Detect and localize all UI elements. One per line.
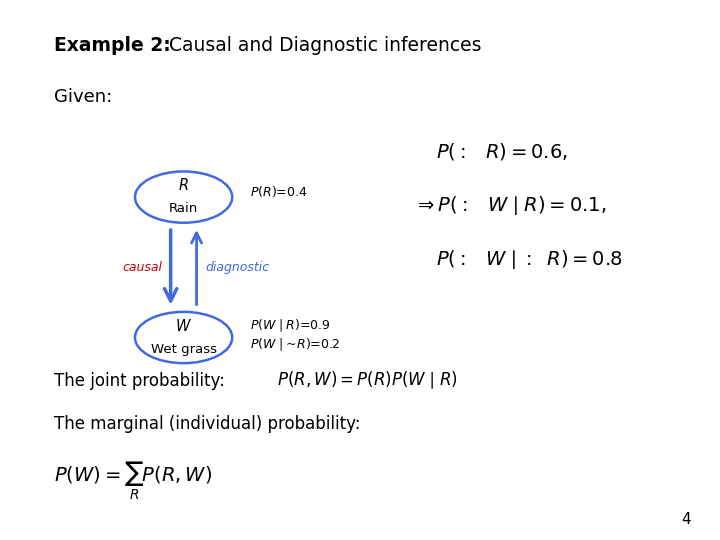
Text: Rain: Rain <box>169 202 198 215</box>
Text: $P(:\;\;\; W \mid:\;\; R) = 0.8$: $P(:\;\;\; W \mid:\;\; R) = 0.8$ <box>436 248 623 271</box>
Text: $P(:\;\;\; R) = 0.6,$: $P(:\;\;\; R) = 0.6,$ <box>436 141 567 161</box>
Text: $P(W\mid R)$=0.9: $P(W\mid R)$=0.9 <box>251 318 331 334</box>
Text: diagnostic: diagnostic <box>205 261 269 274</box>
Text: causal: causal <box>122 261 162 274</box>
Text: $P(R,W)= P(R)P(W\mid R)$: $P(R,W)= P(R)P(W\mid R)$ <box>277 370 458 392</box>
Text: $W$: $W$ <box>175 318 192 334</box>
Text: 4: 4 <box>682 511 691 526</box>
Text: The joint probability:: The joint probability: <box>54 372 235 390</box>
Text: Given:: Given: <box>54 88 112 106</box>
Text: Example 2:: Example 2: <box>54 36 171 56</box>
Text: Wet grass: Wet grass <box>150 343 217 356</box>
Text: $R$: $R$ <box>179 177 189 193</box>
Text: $P(W\mid$~$R)$=0.2: $P(W\mid$~$R)$=0.2 <box>251 336 341 353</box>
Text: $\Rightarrow P(:\;\;\; W \mid R) = 0.1,$: $\Rightarrow P(:\;\;\; W \mid R) = 0.1,$ <box>414 194 606 217</box>
Text: $P(R)$=0.4: $P(R)$=0.4 <box>251 184 308 199</box>
Text: $P(W)=\sum_R P(R,W)$: $P(W)=\sum_R P(R,W)$ <box>54 460 212 502</box>
Text: Causal and Diagnostic inferences: Causal and Diagnostic inferences <box>169 36 482 56</box>
Text: The marginal (individual) probability:: The marginal (individual) probability: <box>54 415 361 433</box>
